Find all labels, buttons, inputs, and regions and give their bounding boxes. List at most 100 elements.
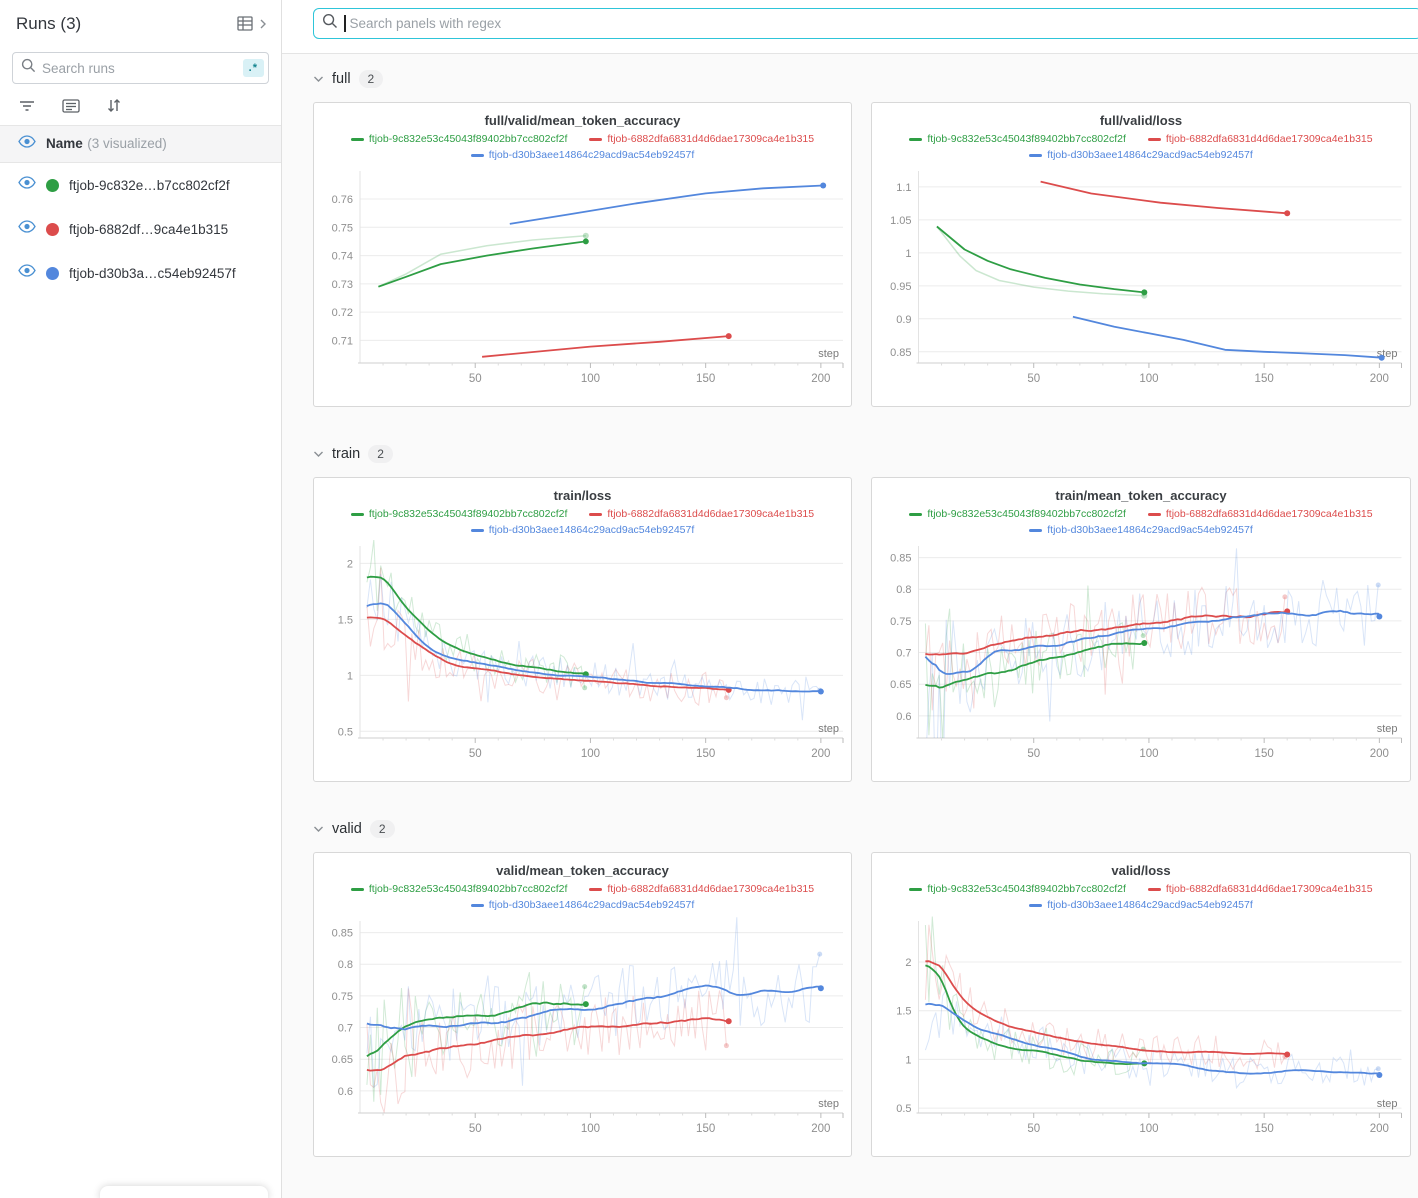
svg-text:0.75: 0.75 bbox=[332, 991, 353, 1003]
section-header[interactable]: train2 bbox=[313, 445, 1418, 463]
legend-dash-icon bbox=[1029, 904, 1042, 907]
svg-text:1.5: 1.5 bbox=[896, 1006, 911, 1018]
sort-icon[interactable] bbox=[106, 98, 122, 113]
chart-legend: ftjob-9c832e53c45043f89402bb7cc802cf2fft… bbox=[314, 882, 851, 913]
legend-run-name: ftjob-6882dfa6831d4d6dae17309ca4e1b315 bbox=[607, 507, 814, 522]
legend-item[interactable]: ftjob-d30b3aee14864c29acd9ac54eb92457f bbox=[471, 523, 695, 538]
svg-text:0.74: 0.74 bbox=[332, 251, 353, 263]
legend-item[interactable]: ftjob-9c832e53c45043f89402bb7cc802cf2f bbox=[909, 882, 1126, 897]
legend-run-name: ftjob-6882dfa6831d4d6dae17309ca4e1b315 bbox=[1166, 882, 1373, 897]
chart-plot[interactable]: 0.511.5250100150200step bbox=[314, 540, 851, 776]
run-row[interactable]: ftjob-9c832e…b7cc802cf2f bbox=[0, 163, 281, 207]
chevron-down-icon[interactable] bbox=[313, 450, 324, 458]
panel-card[interactable]: full/valid/loss ftjob-9c832e53c45043f8940… bbox=[871, 102, 1411, 407]
section-cards: train/lossftjob-9c832e53c45043f89402bb7c… bbox=[313, 477, 1418, 782]
chart-title: full/valid/mean_token_accuracy bbox=[314, 113, 851, 128]
svg-text:0.7: 0.7 bbox=[338, 1023, 353, 1035]
legend-dash-icon bbox=[1148, 138, 1161, 141]
chart-plot[interactable]: 0.60.650.70.750.80.8550100150200step bbox=[314, 915, 851, 1151]
legend-item[interactable]: ftjob-6882dfa6831d4d6dae17309ca4e1b315 bbox=[1148, 507, 1373, 522]
eye-icon[interactable] bbox=[18, 176, 36, 194]
legend-item[interactable]: ftjob-d30b3aee14864c29acd9ac54eb92457f bbox=[471, 148, 695, 163]
chart-title: full/valid/loss bbox=[872, 113, 1410, 128]
panel-search-input[interactable] bbox=[350, 16, 1414, 31]
svg-text:200: 200 bbox=[1370, 373, 1389, 385]
legend-item[interactable]: ftjob-6882dfa6831d4d6dae17309ca4e1b315 bbox=[1148, 882, 1373, 897]
svg-text:50: 50 bbox=[469, 748, 482, 760]
legend-item[interactable]: ftjob-d30b3aee14864c29acd9ac54eb92457f bbox=[471, 898, 695, 913]
chevron-down-icon[interactable] bbox=[313, 75, 324, 83]
section-header[interactable]: full2 bbox=[313, 70, 1418, 88]
legend-run-name: ftjob-6882dfa6831d4d6dae17309ca4e1b315 bbox=[1166, 507, 1373, 522]
text-cursor bbox=[344, 15, 346, 32]
section-cards: full/valid/mean_token_accuracy ftjob-9c83… bbox=[313, 102, 1418, 407]
legend-dash-icon bbox=[351, 138, 364, 141]
legend-item[interactable]: ftjob-d30b3aee14864c29acd9ac54eb92457f bbox=[1029, 523, 1253, 538]
runs-search-input[interactable] bbox=[42, 61, 237, 76]
legend-run-name: ftjob-d30b3aee14864c29acd9ac54eb92457f bbox=[1047, 523, 1253, 538]
legend-item[interactable]: ftjob-6882dfa6831d4d6dae17309ca4e1b315 bbox=[589, 507, 814, 522]
legend-dash-icon bbox=[1148, 513, 1161, 516]
run-name: ftjob-9c832e…b7cc802cf2f bbox=[69, 178, 230, 193]
legend-item[interactable]: ftjob-6882dfa6831d4d6dae17309ca4e1b315 bbox=[589, 132, 814, 147]
svg-text:50: 50 bbox=[1027, 373, 1040, 385]
filter-icon[interactable] bbox=[18, 99, 36, 113]
regex-toggle-button[interactable]: .* bbox=[243, 59, 264, 77]
panel-card[interactable]: valid/mean_token_accuracyftjob-9c832e53c… bbox=[313, 852, 852, 1157]
chart-title: valid/loss bbox=[872, 863, 1410, 878]
svg-text:0.7: 0.7 bbox=[896, 648, 911, 660]
section-count-badge: 2 bbox=[359, 70, 384, 88]
eye-icon[interactable] bbox=[18, 220, 36, 238]
legend-item[interactable]: ftjob-9c832e53c45043f89402bb7cc802cf2f bbox=[351, 882, 568, 897]
legend-run-name: ftjob-9c832e53c45043f89402bb7cc802cf2f bbox=[927, 882, 1126, 897]
svg-text:0.65: 0.65 bbox=[890, 679, 911, 691]
chart-plot[interactable]: 0.850.90.9511.051.150100150200step bbox=[872, 165, 1410, 401]
chart-title: train/mean_token_accuracy bbox=[872, 488, 1410, 503]
legend-run-name: ftjob-d30b3aee14864c29acd9ac54eb92457f bbox=[489, 523, 695, 538]
legend-item[interactable]: ftjob-9c832e53c45043f89402bb7cc802cf2f bbox=[351, 132, 568, 147]
section-header[interactable]: valid2 bbox=[313, 820, 1418, 838]
legend-item[interactable]: ftjob-6882dfa6831d4d6dae17309ca4e1b315 bbox=[589, 882, 814, 897]
collapse-sidebar-chevron-icon[interactable] bbox=[259, 18, 267, 30]
runs-table-icon[interactable] bbox=[237, 16, 257, 32]
svg-text:150: 150 bbox=[1255, 748, 1274, 760]
svg-text:150: 150 bbox=[696, 1123, 715, 1135]
svg-text:100: 100 bbox=[1139, 748, 1158, 760]
legend-item[interactable]: ftjob-9c832e53c45043f89402bb7cc802cf2f bbox=[351, 507, 568, 522]
run-color-dot bbox=[46, 179, 59, 192]
svg-text:100: 100 bbox=[581, 373, 600, 385]
legend-run-name: ftjob-9c832e53c45043f89402bb7cc802cf2f bbox=[369, 507, 568, 522]
svg-text:0.75: 0.75 bbox=[332, 222, 353, 234]
legend-dash-icon bbox=[589, 513, 602, 516]
legend-run-name: ftjob-d30b3aee14864c29acd9ac54eb92457f bbox=[1047, 898, 1253, 913]
panel-card[interactable]: train/lossftjob-9c832e53c45043f89402bb7c… bbox=[313, 477, 852, 782]
legend-item[interactable]: ftjob-9c832e53c45043f89402bb7cc802cf2f bbox=[909, 507, 1126, 522]
svg-text:0.8: 0.8 bbox=[338, 959, 353, 971]
legend-run-name: ftjob-d30b3aee14864c29acd9ac54eb92457f bbox=[1047, 148, 1253, 163]
columns-icon[interactable] bbox=[62, 99, 80, 113]
eye-icon[interactable] bbox=[18, 135, 36, 153]
eye-icon[interactable] bbox=[18, 264, 36, 282]
chart-plot[interactable]: 0.60.650.70.750.80.8550100150200step bbox=[872, 540, 1410, 776]
run-row[interactable]: ftjob-6882df…9ca4e1b315 bbox=[0, 207, 281, 251]
legend-item[interactable]: ftjob-d30b3aee14864c29acd9ac54eb92457f bbox=[1029, 898, 1253, 913]
legend-run-name: ftjob-6882dfa6831d4d6dae17309ca4e1b315 bbox=[607, 132, 814, 147]
legend-run-name: ftjob-9c832e53c45043f89402bb7cc802cf2f bbox=[927, 132, 1126, 147]
panel-card[interactable]: valid/loss ftjob-9c832e53c45043f89402bb7c… bbox=[871, 852, 1411, 1157]
chevron-down-icon[interactable] bbox=[313, 825, 324, 833]
chart-plot[interactable]: 0.511.5250100150200step bbox=[872, 915, 1410, 1151]
svg-text:50: 50 bbox=[469, 1123, 482, 1135]
legend-item[interactable]: ftjob-9c832e53c45043f89402bb7cc802cf2f bbox=[909, 132, 1126, 147]
svg-text:200: 200 bbox=[811, 373, 830, 385]
legend-run-name: ftjob-6882dfa6831d4d6dae17309ca4e1b315 bbox=[607, 882, 814, 897]
run-row[interactable]: ftjob-d30b3a…c54eb92457f bbox=[0, 251, 281, 295]
svg-text:step: step bbox=[1377, 723, 1398, 735]
svg-text:150: 150 bbox=[1255, 373, 1274, 385]
panel-card[interactable]: train/mean_token_accuracy ftjob-9c832e53c… bbox=[871, 477, 1411, 782]
legend-item[interactable]: ftjob-d30b3aee14864c29acd9ac54eb92457f bbox=[1029, 148, 1253, 163]
legend-item[interactable]: ftjob-6882dfa6831d4d6dae17309ca4e1b315 bbox=[1148, 132, 1373, 147]
chart-legend: ftjob-9c832e53c45043f89402bb7cc802cf2fft… bbox=[314, 132, 851, 163]
legend-run-name: ftjob-6882dfa6831d4d6dae17309ca4e1b315 bbox=[1166, 132, 1373, 147]
chart-plot[interactable]: 0.710.720.730.740.750.7650100150200step bbox=[314, 165, 851, 401]
panel-card[interactable]: full/valid/mean_token_accuracy ftjob-9c83… bbox=[313, 102, 852, 407]
